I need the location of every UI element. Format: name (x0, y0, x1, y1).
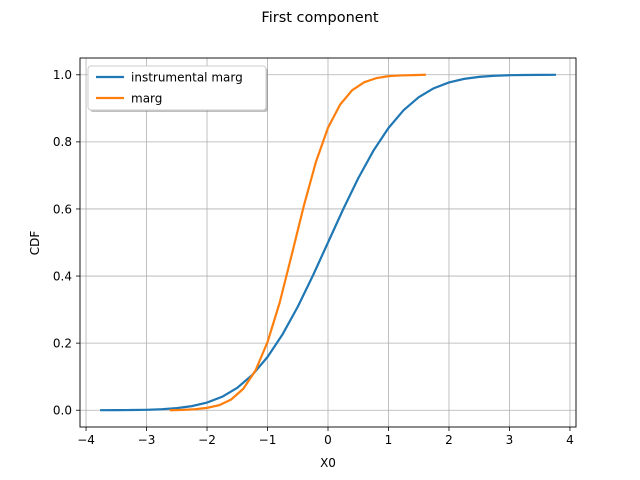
y-tick-label: 0.2 (53, 336, 72, 350)
series-line-marg (169, 73, 426, 412)
x-tick-label: 4 (566, 433, 574, 447)
y-tick-label: 0.8 (53, 135, 72, 149)
legend-label: instrumental marg (131, 70, 243, 84)
y-tick-label: 0.6 (53, 202, 72, 216)
x-axis-label: X0 (320, 456, 336, 470)
plot-area: −4 −3 −2 −1 0 1 2 3 4 0.0 0.2 0.4 0.6 0.8 1.0 (53, 57, 577, 447)
chart-title: First component (261, 10, 378, 26)
x-tick-label: −1 (259, 433, 277, 447)
x-tick-label: 2 (445, 433, 453, 447)
x-tick-label: −3 (138, 433, 156, 447)
x-tick-label: 0 (324, 433, 332, 447)
x-tick-label: −4 (77, 433, 95, 447)
x-tick-label: −2 (198, 433, 216, 447)
legend-label: marg (131, 91, 162, 105)
series-line-instrumental-marg (100, 73, 556, 412)
y-tick-label: 1.0 (53, 68, 72, 82)
legend-box (87, 65, 267, 111)
x-tick-label: 3 (506, 433, 514, 447)
y-tick-label: 0.4 (53, 269, 72, 283)
legend: instrumental marg marg (87, 65, 268, 112)
y-tick-label: 0.0 (53, 404, 72, 418)
y-axis-label: CDF (28, 231, 42, 256)
x-tick-label: 1 (385, 433, 393, 447)
